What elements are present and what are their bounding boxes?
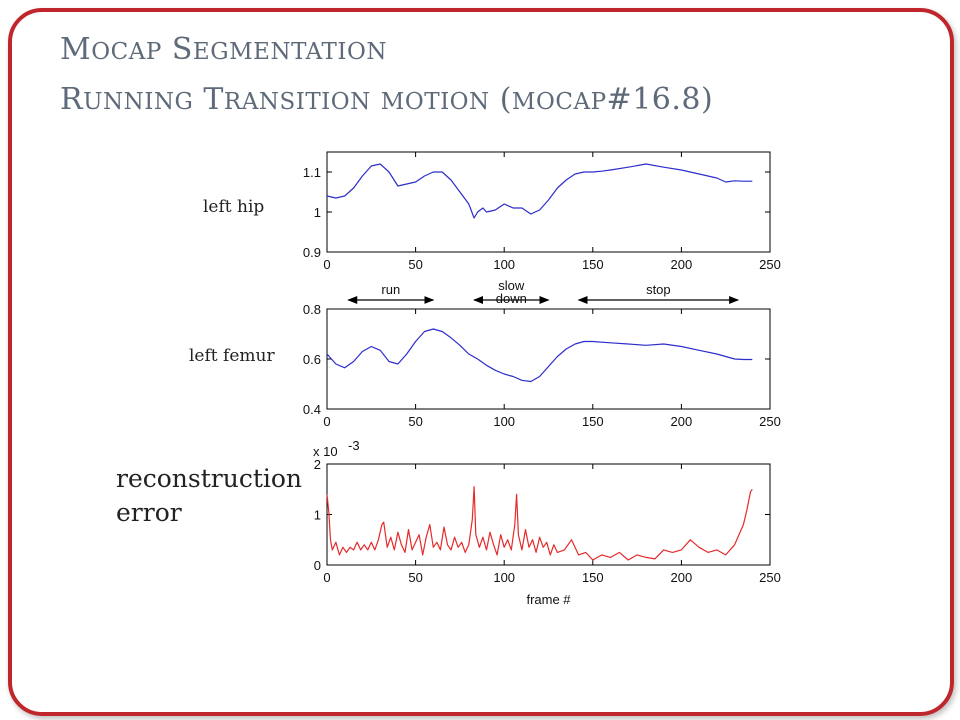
segment-label: stop [646,282,671,297]
plot-frame [326,151,771,253]
x-tick-label: 150 [582,414,604,429]
y-tick-label: 0.4 [303,402,321,417]
segment-stop: stop [577,282,740,304]
y-tick-label: 0.6 [303,352,321,367]
chart-2: 0 50 100 150 200 250 0.4 0.6 0.8 [303,302,781,429]
x-tick-label: 150 [582,570,604,585]
x-tick-label: 150 [582,257,604,272]
segment-label: run [381,282,400,297]
segment-label: slow [498,278,525,293]
x-tick-label: 50 [408,257,422,272]
label-left-femur: left femur [189,346,275,366]
x-tick-label: 0 [323,414,330,429]
x-tick-label: 50 [408,414,422,429]
slide-title-line-2: RUNNING TRANSITION MOTION (MOCAP#16.8) [60,82,714,117]
x-tick-label: 50 [408,570,422,585]
x-tick-label: 200 [671,257,693,272]
y-scale-label: x 10 [313,444,338,459]
y-tick-label: 1 [314,205,321,220]
y-tick-label: 1.1 [303,165,321,180]
segment-label: down [496,291,527,306]
label-left-hip: left hip [203,197,265,217]
chart-1: 0 50 100 150 200 250 0.9 1 1.1 [303,151,781,272]
x-tick-label: 0 [323,570,330,585]
slide-title-line-1: MOCAP SEGMENTATION [60,32,387,67]
x-tick-label: 100 [493,414,515,429]
plot-frame [326,308,771,410]
y-tick-label: 0.9 [303,245,321,260]
x-tick-label: 0 [323,257,330,272]
label-reconstruction-error: reconstruction error [116,464,303,527]
series-line [326,486,753,561]
y-tick-label: 0.8 [303,302,321,317]
x-tick-label: 250 [759,414,781,429]
x-tick-label: 100 [493,257,515,272]
y-tick-label: 0 [314,558,321,573]
x-tick-label: 200 [671,570,693,585]
x-tick-label: 100 [493,570,515,585]
series-line [326,163,753,219]
y-scale-exponent: -3 [348,438,360,453]
x-tick-label: 250 [759,570,781,585]
y-tick-label: 2 [314,457,321,472]
x-axis-label: frame # [526,592,571,607]
chart-3: 0 50 100 150 200 250 0 1 2x 10 -3 frame # [313,438,781,607]
series-line [326,328,753,383]
y-tick-label: 1 [314,508,321,523]
x-tick-label: 250 [759,257,781,272]
segment-run: run [347,282,435,304]
x-tick-label: 200 [671,414,693,429]
